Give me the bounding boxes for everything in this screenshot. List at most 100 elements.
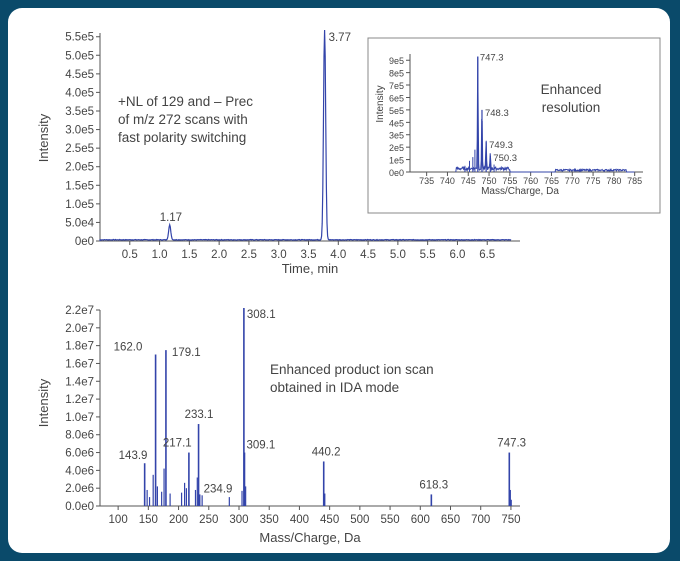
c1-x-tick-label: 6.5 xyxy=(479,249,495,261)
inset-chart: Intensity Mass/Charge, Da Enhanced resol… xyxy=(367,37,661,214)
c3-peak-label: 440.2 xyxy=(312,446,341,458)
c2-peak-label: 747.3 xyxy=(480,52,504,63)
c2-peak-labels: 747.3 748.3 749.3 750.3 xyxy=(477,52,517,172)
c1-x-tick-label: 4.0 xyxy=(330,249,346,261)
c2-x-label: Mass/Charge, Da xyxy=(481,186,559,197)
c1-y-tick-label: 5.0e5 xyxy=(65,50,94,62)
c1-x-tick-label: 3.5 xyxy=(301,249,317,261)
c3-x-tick-label: 150 xyxy=(139,514,158,526)
c3-peak-label: 309.1 xyxy=(246,440,275,452)
c1-y-tick-label: 4.0e5 xyxy=(65,87,94,99)
c3-y-tick-label: 2.0e6 xyxy=(65,483,94,495)
c3-y-tick-label: 1.6e7 xyxy=(65,358,94,370)
c1-note-line-1: +NL of 129 and – Prec xyxy=(118,94,253,109)
c2-trace-line xyxy=(455,56,635,173)
c1-note-line-2: of m/z 272 scans with xyxy=(118,112,248,127)
c3-peak-label: 143.9 xyxy=(119,450,148,462)
c3-peak-labels: 143.9 162.0 179.1 217.1 233.1 234.9 308.1 309.1… xyxy=(114,309,526,495)
c3-x-tick-label: 100 xyxy=(109,514,128,526)
c1-peak-label: 1.17 xyxy=(160,212,182,224)
c3-bars xyxy=(143,308,512,506)
c3-y-tick-label: 2.2e7 xyxy=(65,305,94,317)
c3-y-tick-label: 0.0e0 xyxy=(65,501,94,513)
c3-y-ticks: 0.0e0 2.0e6 4.0e6 6.0e6 8.0e6 1.0e7 1.2e7 1.4e7… xyxy=(65,305,100,513)
c1-trace xyxy=(99,29,512,241)
c1-y-tick-label: 5.5e5 xyxy=(65,32,94,44)
c3-y-tick-label: 1.2e7 xyxy=(65,394,94,406)
c1-y-ticks: 0e0 5.0e4 1.0e5 1.5e5 2.0e5 2.5e5 3.0e5 3.5e5 4.… xyxy=(65,32,100,248)
c3-peak-label: 162.0 xyxy=(114,342,143,354)
product-ion-spectrum: Intensity Mass/Charge, Da Enhanced produ… xyxy=(36,305,526,545)
c1-peak-labels: 1.17 3.77 xyxy=(160,32,351,224)
c2-y-tick-label: 2e5 xyxy=(389,143,404,153)
c3-y-tick-label: 1.4e7 xyxy=(65,376,94,388)
c3-peak-label: 233.1 xyxy=(185,409,214,421)
c2-note: Enhanced resolution xyxy=(541,82,602,115)
c1-x-tick-label: 3.0 xyxy=(271,249,287,261)
chromatogram-chart: Intensity Time, min +NL of 129 and – Pre… xyxy=(36,29,520,276)
c3-peak-label: 618.3 xyxy=(419,479,448,491)
c2-y-tick-label: 3e5 xyxy=(389,131,404,141)
c3-x-tick-label: 250 xyxy=(199,514,218,526)
c2-x-tick-label: 740 xyxy=(440,176,455,186)
c1-x-ticks: 0.5 1.0 1.5 2.0 2.5 3.0 3.5 4.0 4.5 5.0 5.5 6.0 6.5 xyxy=(122,241,495,261)
c2-y-label: Intensity xyxy=(375,85,386,122)
c3-y-tick-label: 4.0e6 xyxy=(65,465,94,477)
c2-x-tick-label: 775 xyxy=(586,176,601,186)
c1-note: +NL of 129 and – Prec of m/z 272 scans w… xyxy=(118,94,253,145)
c2-y-tick-label: 4e5 xyxy=(389,118,404,128)
c3-x-tick-label: 600 xyxy=(411,514,430,526)
c2-y-ticks: 0e0 1e5 2e5 3e5 4e5 5e5 6e5 7e5 8e5 9e5 xyxy=(389,56,410,178)
c1-note-line-3: fast polarity switching xyxy=(118,130,246,145)
c1-y-label: Intensity xyxy=(36,113,51,162)
c2-x-tick-label: 745 xyxy=(461,176,476,186)
c1-y-tick-label: 1.0e5 xyxy=(65,199,94,211)
c2-x-ticks: 735 740 745 750 755 760 765 770 775 780 785 xyxy=(419,172,642,186)
c3-x-tick-label: 200 xyxy=(169,514,188,526)
c2-y-tick-label: 0e0 xyxy=(389,168,404,178)
c3-x-tick-label: 500 xyxy=(350,514,369,526)
c2-trace xyxy=(455,56,635,173)
c3-x-tick-label: 450 xyxy=(320,514,339,526)
c3-x-label: Mass/Charge, Da xyxy=(259,530,361,545)
c2-x-tick-label: 755 xyxy=(502,176,517,186)
c3-note-line-1: Enhanced product ion scan xyxy=(270,362,434,377)
c1-x-tick-label: 6.0 xyxy=(449,249,465,261)
c1-y-tick-label: 3.0e5 xyxy=(65,125,94,137)
c2-x-tick-label: 770 xyxy=(565,176,580,186)
c3-x-tick-label: 650 xyxy=(441,514,460,526)
c1-trace-line xyxy=(99,29,512,241)
c2-y-tick-label: 1e5 xyxy=(389,156,404,166)
c3-peak-label: 234.9 xyxy=(204,483,233,495)
c1-x-tick-label: 5.0 xyxy=(390,249,406,261)
inset-frame xyxy=(367,37,661,214)
c3-y-tick-label: 6.0e6 xyxy=(65,448,94,460)
c2-y-tick-label: 8e5 xyxy=(389,69,404,79)
c2-x-tick-label: 780 xyxy=(606,176,621,186)
c2-x-tick-label: 750 xyxy=(482,176,497,186)
c2-x-tick-label: 735 xyxy=(419,176,434,186)
c3-y-tick-label: 1.8e7 xyxy=(65,341,94,353)
c2-x-tick-label: 760 xyxy=(523,176,538,186)
c3-note-line-2: obtained in IDA mode xyxy=(270,380,399,395)
c3-x-tick-label: 400 xyxy=(290,514,309,526)
c3-peak-label: 179.1 xyxy=(172,347,201,359)
c3-peak-label: 217.1 xyxy=(163,438,192,450)
c2-x-tick-label: 765 xyxy=(544,176,559,186)
c1-y-tick-label: 2.5e5 xyxy=(65,143,94,155)
chart-figure: Intensity Time, min +NL of 129 and – Pre… xyxy=(36,29,661,545)
c1-x-tick-label: 1.5 xyxy=(181,249,197,261)
c1-x-tick-label: 4.5 xyxy=(360,249,376,261)
c2-peak-label: 749.3 xyxy=(489,140,513,151)
c2-x-tick-label: 785 xyxy=(627,176,642,186)
c3-x-tick-label: 550 xyxy=(380,514,399,526)
c1-x-tick-label: 1.0 xyxy=(152,249,168,261)
c3-x-ticks: 100 150 200 250 300 350 400 450 500 550 600 650 700 7… xyxy=(109,506,521,526)
c1-x-tick-label: 5.5 xyxy=(420,249,436,261)
c1-y-tick-label: 1.5e5 xyxy=(65,180,94,192)
c2-peak-label: 750.3 xyxy=(493,153,517,164)
figure-card: Intensity Time, min +NL of 129 and – Pre… xyxy=(8,8,670,553)
c1-y-tick-label: 3.5e5 xyxy=(65,106,94,118)
c3-x-tick-label: 300 xyxy=(229,514,248,526)
c1-x-tick-label: 2.5 xyxy=(241,249,257,261)
